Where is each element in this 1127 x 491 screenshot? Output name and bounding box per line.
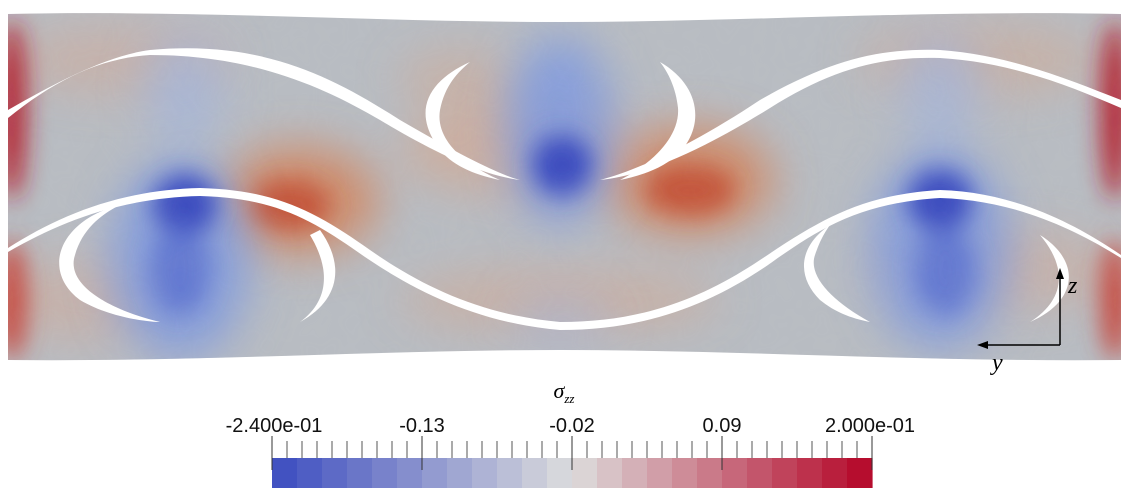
- y-axis-label: y: [990, 350, 1003, 376]
- colorbar-bin: [572, 458, 598, 488]
- axes-triad: z y: [977, 268, 1078, 376]
- colorbar-bin: [847, 458, 873, 488]
- colorbar-bin: [647, 458, 673, 488]
- colorbar-bin: [797, 458, 823, 488]
- colorbar-bin: [522, 458, 548, 488]
- colorbar-tick-label: -0.02: [549, 415, 595, 437]
- cavities: [8, 48, 1121, 330]
- colorbar-bin: [472, 458, 498, 488]
- colorbar-bin: [722, 458, 748, 488]
- colorbar-bin: [822, 458, 848, 488]
- colorbar-tick-label: -0.13: [399, 415, 445, 437]
- colorbar-bin: [322, 458, 348, 488]
- z-axis-arrowhead: [1056, 268, 1064, 279]
- colorbar-bin: [622, 458, 648, 488]
- colorbar-bin: [297, 458, 323, 488]
- colorbar-bin: [547, 458, 573, 488]
- colorbar-bin: [272, 458, 298, 488]
- colorbar-major-ticks: -2.400e-01 -0.13 -0.02 0.09 2.000e-01: [226, 415, 915, 470]
- colorbar-tick-label: 0.09: [703, 415, 742, 437]
- colorbar-bin: [772, 458, 798, 488]
- colorbar-bin: [347, 458, 373, 488]
- colorbar-minor-ticks: [271, 441, 873, 458]
- colorbar-bin: [672, 458, 698, 488]
- colorbar-bin: [747, 458, 773, 488]
- colorbar-bin: [447, 458, 473, 488]
- colorbar-bin: [597, 458, 623, 488]
- colorbar: -2.400e-01 -0.13 -0.02 0.09 2.000e-01: [226, 415, 915, 488]
- z-axis-label: z: [1067, 273, 1078, 299]
- colorbar-bin: [422, 458, 448, 488]
- colorbar-tick-label: -2.400e-01: [226, 415, 323, 437]
- colorbar-tick-label: 2.000e-01: [825, 415, 915, 437]
- colorbar-bins: [272, 458, 873, 488]
- colorbar-bin: [397, 458, 423, 488]
- colorbar-bin: [697, 458, 723, 488]
- colorbar-bin: [497, 458, 523, 488]
- colorbar-title: σzz: [554, 378, 575, 406]
- contour-domain: [8, 13, 1121, 361]
- colorbar-bin: [372, 458, 398, 488]
- y-axis-arrowhead: [977, 341, 988, 349]
